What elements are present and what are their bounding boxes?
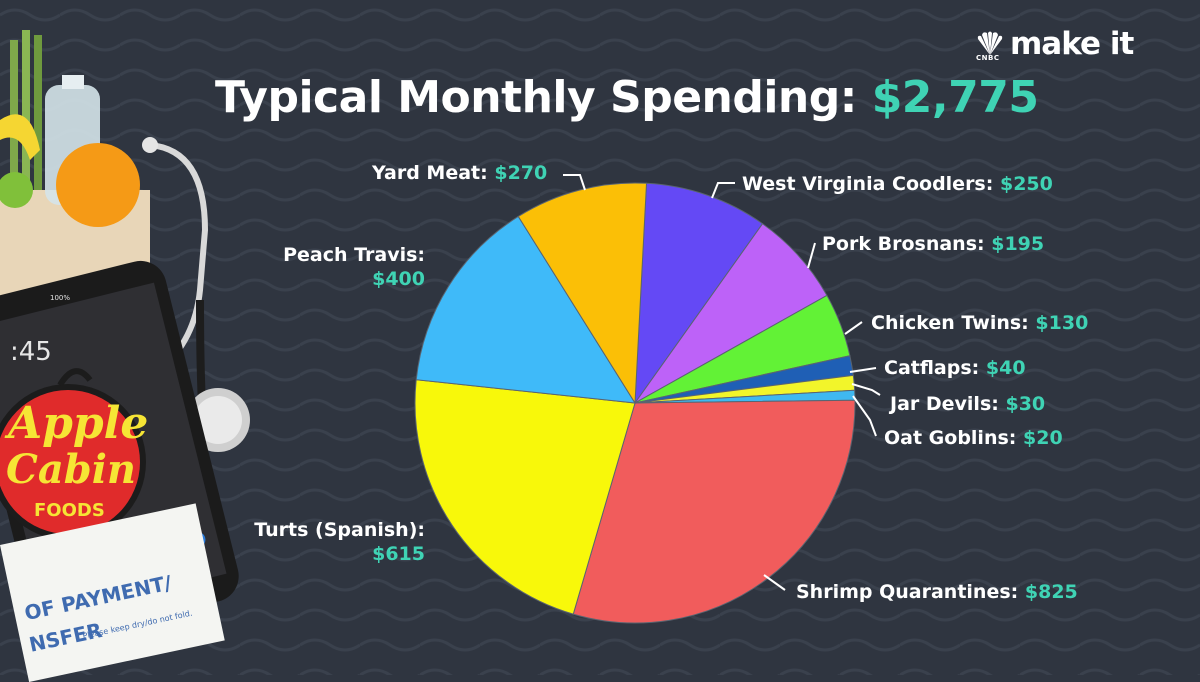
- pie-slice-turts-spanish: [414, 379, 636, 615]
- slice-label-text: Peach Travis:: [283, 244, 425, 266]
- slice-label-text: Pork Brosnans:: [822, 233, 985, 255]
- slice-label-text: Catflaps:: [884, 357, 980, 379]
- logo-word-foods: FOODS: [34, 500, 105, 521]
- slice-value-text: $400: [372, 268, 425, 290]
- slice-value-text: $195: [991, 233, 1045, 255]
- label-yard-meat: Yard Meat: $270: [372, 161, 547, 185]
- pie-slice-yard-meat: [517, 182, 648, 405]
- banana-icon: [0, 114, 40, 160]
- apple-logo-shape: [0, 390, 140, 534]
- cnbc-peacock-icon: [977, 31, 1003, 55]
- label-oat-goblins: Oat Goblins: $20: [884, 426, 1063, 450]
- orange-icon: [56, 143, 140, 227]
- slice-value-text: $270: [494, 162, 548, 184]
- label-leader-line: [849, 367, 877, 373]
- label-peach-travis: Peach Travis: $400: [225, 243, 425, 291]
- title-prefix: Typical Monthly Spending:: [215, 72, 857, 123]
- slice-label-text: Oat Goblins:: [884, 427, 1017, 449]
- label-chicken-twins: Chicken Twins: $130: [871, 311, 1088, 335]
- logo-word-cabin: Cabin: [6, 446, 136, 493]
- slice-value-text: $250: [999, 173, 1053, 195]
- phone-time: :45: [10, 337, 52, 367]
- chart-title: Typical Monthly Spending: $2,775: [215, 72, 1039, 123]
- label-shrimp-quarantines: Shrimp Quarantines: $825: [796, 580, 1078, 604]
- apple-cabin-logo: Apple Cabin FOODS: [0, 380, 150, 540]
- label-leader-line: [851, 383, 881, 396]
- cnbc-make-it-logo: CNBC make it: [975, 24, 1134, 64]
- label-pork-brosnans: Pork Brosnans: $195: [822, 232, 1044, 256]
- pie-slice-peach-travis: [415, 215, 636, 404]
- slice-value-text: $825: [1024, 581, 1078, 603]
- label-leader-line: [852, 395, 877, 437]
- slice-label-text: Yard Meat:: [372, 162, 488, 184]
- title-total-amount: $2,775: [871, 72, 1039, 123]
- cnbc-wordmark: CNBC: [976, 54, 1000, 62]
- label-west-virginia-coodlers: West Virginia Coodlers: $250: [742, 172, 1053, 196]
- logo-word-apple: Apple: [8, 398, 149, 449]
- slice-label-text: Shrimp Quarantines:: [796, 581, 1019, 603]
- slice-label-text: West Virginia Coodlers:: [742, 173, 994, 195]
- slice-label-text: Chicken Twins:: [871, 312, 1029, 334]
- label-jar-devils: Jar Devils: $30: [890, 392, 1045, 416]
- label-leader-line: [844, 321, 863, 335]
- pie-slice-west-virginia-coodlers: [634, 182, 764, 405]
- slice-value-text: $20: [1023, 427, 1063, 449]
- slice-value-text: $40: [985, 357, 1026, 379]
- slice-value-text: $30: [1005, 393, 1046, 415]
- make-it-wordmark: make it: [1010, 26, 1134, 62]
- slice-value-text: $130: [1035, 312, 1089, 334]
- label-catflaps: Catflaps: $40: [884, 356, 1026, 380]
- label-leader-line: [563, 174, 586, 191]
- label-leader-line: [763, 574, 786, 591]
- slice-label-text: Turts (Spanish):: [254, 519, 425, 541]
- label-turts-spanish: Turts (Spanish): $615: [225, 518, 425, 566]
- label-leader-line: [711, 182, 735, 199]
- phone-battery: 100%: [50, 294, 70, 302]
- slice-label-text: Jar Devils:: [890, 393, 999, 415]
- label-leader-line: [807, 242, 816, 269]
- slice-value-text: $615: [372, 543, 425, 565]
